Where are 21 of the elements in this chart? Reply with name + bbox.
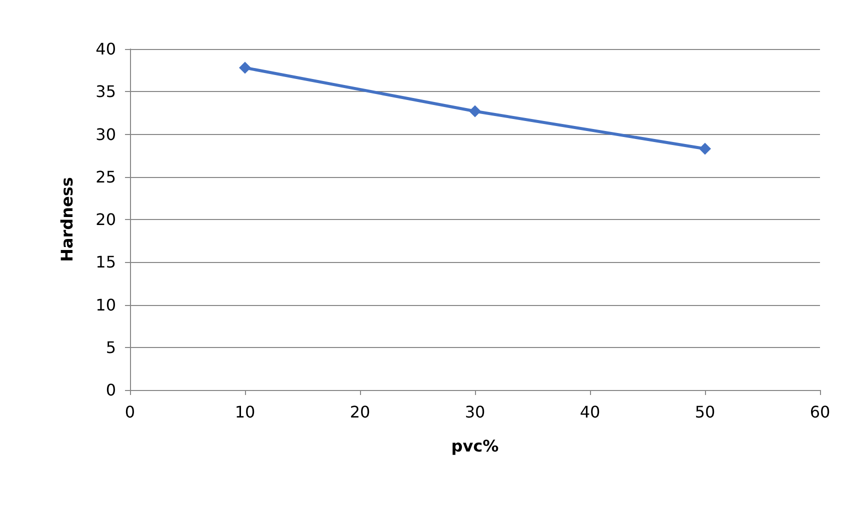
y-tick-label: 10 xyxy=(96,295,116,314)
y-axis-title: Hardness xyxy=(58,177,76,262)
y-tick-label: 20 xyxy=(96,210,116,229)
point xyxy=(469,105,481,118)
x-tick-label: 0 xyxy=(124,402,136,422)
point xyxy=(699,142,711,155)
y-tick-label: 5 xyxy=(106,338,116,357)
x-tick-label: 10 xyxy=(234,402,256,422)
y-tick-label: 0 xyxy=(106,380,116,400)
x-tick-label: 50 xyxy=(694,402,716,422)
point xyxy=(239,62,251,74)
y-tick-label: 25 xyxy=(96,167,116,186)
x-tick-label: 30 xyxy=(464,402,486,422)
x-tick-label: 40 xyxy=(580,402,600,422)
x-tick-label: 60 xyxy=(810,402,830,422)
y-tick-label: 15 xyxy=(96,252,116,272)
x-tick-label: 20 xyxy=(350,402,370,422)
y-tick-label: 30 xyxy=(96,124,116,144)
y-tick-label: 40 xyxy=(96,40,116,58)
x-axis-title: pvc% xyxy=(451,436,499,456)
y-tick-label: 35 xyxy=(96,82,116,102)
